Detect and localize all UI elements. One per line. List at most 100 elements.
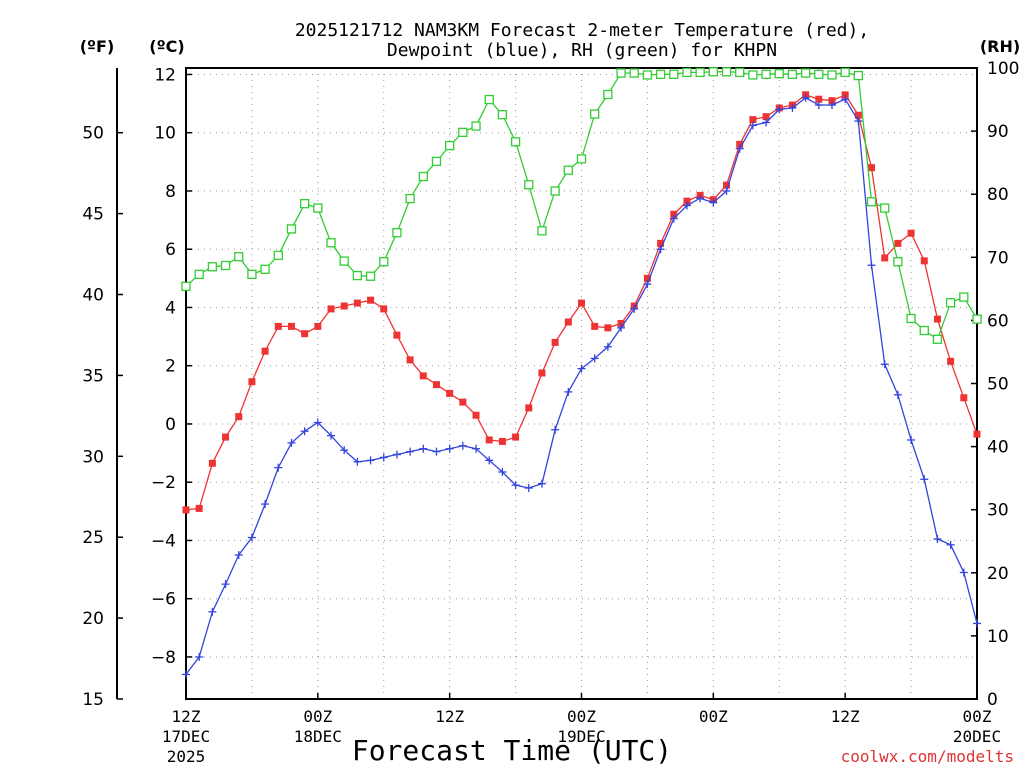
x-tick-label: 00Z — [699, 707, 728, 726]
chart-title-line-2: Dewpoint (blue), RH (green) for KHPN — [387, 40, 777, 61]
temperature-point — [419, 372, 427, 380]
temperature-point — [973, 430, 981, 438]
temperature-point — [591, 322, 599, 330]
rh-point — [590, 109, 600, 119]
temperature-point — [353, 299, 361, 307]
temperature-point — [367, 296, 375, 304]
dewpoint-point — [656, 245, 665, 254]
temperature-point — [208, 459, 216, 467]
dewpoint-point — [893, 390, 902, 399]
dewpoint-point — [946, 540, 955, 549]
fahrenheit-tick-label: 20 — [82, 609, 104, 629]
temperature-point — [538, 369, 546, 377]
rh-point — [471, 121, 481, 131]
temperature-point — [617, 319, 625, 327]
rh-tick-label: 100 — [987, 59, 1019, 79]
rh-tick-label: 50 — [987, 375, 1009, 395]
rh-tick-label: 60 — [987, 311, 1009, 331]
dewpoint-point — [907, 435, 916, 444]
dewpoint-point — [261, 500, 270, 509]
dewpoint-point — [564, 387, 573, 396]
rh-point — [853, 70, 863, 81]
temperature-point — [657, 239, 665, 247]
rh-point — [906, 313, 916, 324]
rh-point — [418, 171, 428, 182]
rh-tick-label: 40 — [987, 438, 1009, 458]
x-tick-date-label: 18DEC — [294, 727, 342, 746]
rh-point — [537, 226, 547, 236]
temperature-point — [815, 95, 823, 103]
rh-point — [313, 203, 323, 213]
temperature-point — [182, 506, 190, 514]
rh-point — [326, 238, 336, 248]
dewpoint-point — [221, 580, 230, 589]
dewpoint-point — [577, 364, 586, 373]
celsius-tick-label: 2 — [165, 357, 176, 377]
dewpoint-point — [630, 304, 639, 313]
rh-point — [695, 67, 705, 78]
temperature-point — [736, 140, 744, 148]
celsius-tick-label: −4 — [151, 531, 176, 551]
dewpoint-point — [880, 360, 889, 369]
rh-point — [774, 69, 784, 79]
celsius-tick-label: 0 — [165, 415, 176, 435]
dewpoint-point — [485, 456, 494, 465]
rh-point — [932, 334, 943, 344]
rh-point — [392, 228, 402, 238]
dewpoint-point — [590, 354, 599, 363]
temperature-point — [498, 437, 506, 445]
rh-tick-label: 90 — [987, 122, 1009, 142]
x-tick-label: 12Z — [172, 707, 201, 726]
rh-point — [458, 127, 468, 138]
rh-point — [286, 224, 297, 234]
rh-tick-label: 80 — [987, 185, 1009, 205]
temperature-point — [327, 305, 335, 313]
dewpoint-point — [458, 441, 467, 450]
rh-point — [563, 165, 573, 175]
temperature-point — [749, 116, 757, 124]
celsius-tick-label: 10 — [154, 124, 176, 144]
rh-point — [655, 69, 666, 79]
temperature-point — [459, 398, 467, 406]
rh-point — [972, 314, 982, 324]
dewpoint-point — [340, 446, 349, 455]
rh-point — [405, 193, 415, 204]
dewpoint-point — [287, 438, 296, 447]
x-tick-date-label: 17DEC — [162, 727, 210, 746]
dewpoint-point — [182, 670, 190, 679]
dewpoint-point — [959, 568, 968, 577]
rh-point — [220, 260, 231, 271]
temperature-point — [222, 433, 230, 441]
temperature-point — [406, 356, 414, 364]
rh-point — [669, 69, 679, 79]
dewpoint-point — [366, 456, 375, 465]
rh-point — [959, 292, 969, 302]
rh-point — [800, 68, 811, 78]
dewpoint-point — [445, 444, 454, 453]
x-tick-date-label: 20DEC — [953, 727, 1001, 746]
dewpoint-point — [762, 118, 771, 127]
x-axis-title: Forecast Time (UTC) — [352, 734, 672, 767]
series-layer — [181, 67, 982, 679]
rh-point — [603, 89, 613, 100]
fahrenheit-tick-label: 15 — [82, 690, 104, 710]
dewpoint-point — [603, 342, 612, 351]
temperature-point — [723, 181, 731, 189]
dewpoint-point — [709, 198, 718, 207]
rh-tick-label: 10 — [987, 627, 1009, 647]
temperature-point — [248, 378, 256, 386]
dewpoint-point — [617, 323, 626, 332]
temperature-point — [881, 254, 889, 262]
dewpoint-point — [696, 194, 705, 203]
dewpoint-point — [735, 144, 744, 153]
temperature-point — [828, 97, 836, 105]
rh-tick-label: 70 — [987, 248, 1009, 268]
rh-point — [682, 67, 692, 78]
rh-point — [721, 67, 732, 77]
rh-point — [893, 257, 903, 267]
rh-tick-label: 20 — [987, 564, 1009, 584]
rh-point — [484, 94, 494, 105]
rh-point — [642, 70, 653, 80]
rh-point — [919, 325, 929, 336]
